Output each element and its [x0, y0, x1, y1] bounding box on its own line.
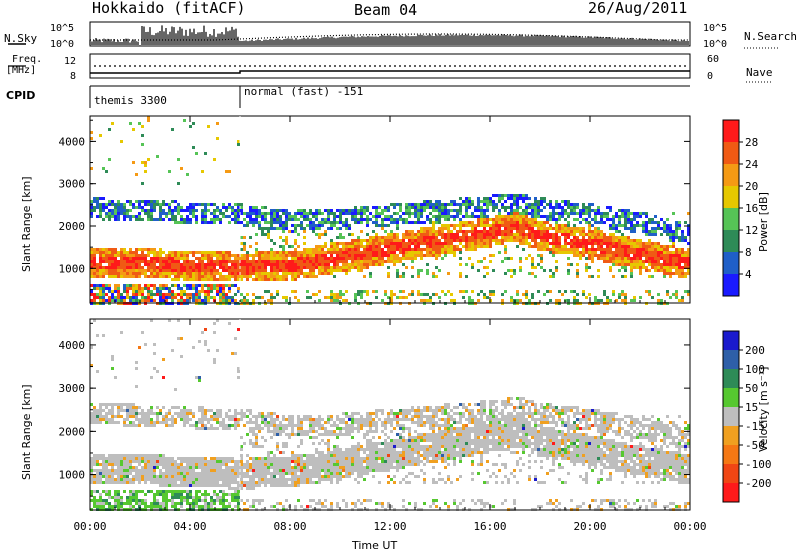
power-ytick-label: 4000 — [59, 135, 86, 148]
velocity-colorbar-segment — [723, 483, 739, 502]
velocity-colorbar-tick-label: 200 — [745, 344, 765, 357]
nave-label: Nave — [746, 66, 773, 79]
power-colorbar-tick-label: 24 — [745, 158, 759, 171]
velocity-ytick-label: 3000 — [59, 382, 86, 395]
power-colorbar-segment — [723, 252, 739, 274]
power-colorbar-tick-label: 8 — [745, 246, 752, 259]
freq-trace — [90, 70, 690, 74]
cpid-segment-2: normal (fast) -151 — [244, 85, 364, 98]
velocity-ylabel: Slant Range [km] — [20, 384, 33, 480]
velocity-colorbar-segment — [723, 388, 739, 407]
velocity-ytick-label: 4000 — [59, 339, 86, 352]
power-ytick-label: 1000 — [59, 262, 86, 275]
power-colorbar-segment — [723, 274, 739, 296]
x-axis-label: Time UT — [352, 539, 398, 552]
velocity-heatmap-cells — [90, 319, 690, 511]
power-colorbar-segment — [723, 186, 739, 208]
power-colorbar-tick-label: 12 — [745, 224, 758, 237]
velocity-colorbar-label: Velocity [m s⁻¹] — [757, 366, 770, 452]
velocity-colorbar-segment — [723, 350, 739, 369]
velocity-colorbar-segment — [723, 445, 739, 464]
velocity-colorbar-tick-label: 15 — [745, 401, 758, 414]
nsearch-tick-low: 10^0 — [703, 39, 728, 50]
date-title: 26/Aug/2011 — [588, 0, 688, 17]
velocity-colorbar-tick-label: -200 — [745, 477, 772, 490]
velocity-colorbar-tick-label: -50 — [745, 439, 765, 452]
velocity-colorbar-frame — [722, 330, 740, 503]
nave-tick-low: 0 — [707, 71, 714, 82]
velocity-colorbar-segment — [723, 369, 739, 388]
nsky-label: N.Sky — [4, 32, 38, 45]
nsky-tick-high: 10^5 — [50, 23, 75, 34]
nsearch-tick-high: 10^5 — [703, 23, 728, 34]
power-colorbar-segment — [723, 164, 739, 186]
velocity-colorbar-tick-label: 50 — [745, 382, 758, 395]
freq-tick-low: 8 — [70, 71, 77, 82]
station-title: Hokkaido (fitACF) — [92, 0, 246, 17]
power-colorbar-tick-label: 20 — [745, 180, 758, 193]
x-tick-label: 12:00 — [373, 520, 406, 533]
power-colorbar-segment — [723, 142, 739, 164]
nsky-tick-low: 10^0 — [50, 39, 75, 50]
nsearch-trace — [90, 33, 690, 41]
freq-label: Freq. — [12, 54, 43, 65]
x-tick-label: 16:00 — [473, 520, 506, 533]
nsky-trace — [89, 25, 689, 46]
x-tick-label: 00:00 — [673, 520, 706, 533]
nave-tick-high: 60 — [707, 54, 720, 65]
velocity-colorbar-tick-label: -100 — [745, 458, 772, 471]
power-ytick-label: 2000 — [59, 220, 86, 233]
cpid-label: CPID — [6, 89, 36, 102]
velocity-colorbar-segment — [723, 464, 739, 483]
velocity-ytick-label: 1000 — [59, 469, 86, 482]
velocity-colorbar-tick-label: 100 — [745, 363, 765, 376]
freq-tick-high: 12 — [64, 56, 77, 67]
power-colorbar-label: Power [dB] — [757, 192, 770, 252]
freq-panel-frame — [89, 53, 691, 79]
x-tick-label: 00:00 — [73, 520, 106, 533]
power-heatmap-cells — [90, 116, 690, 305]
power-colorbar-tick-label: 4 — [745, 268, 752, 281]
beam-title: Beam 04 — [354, 1, 418, 19]
velocity-colorbar-segment — [723, 407, 739, 426]
power-ytick-label: 3000 — [59, 178, 86, 191]
power-colorbar-segment — [723, 120, 739, 142]
velocity-colorbar-tick-label: -15 — [745, 420, 765, 433]
power-ylabel: Slant Range [km] — [20, 176, 33, 272]
nsearch-label: N.Search — [744, 30, 797, 43]
power-colorbar-tick-label: 16 — [745, 202, 758, 215]
x-tick-label: 20:00 — [573, 520, 606, 533]
power-colorbar-segment — [723, 208, 739, 230]
velocity-ytick-label: 2000 — [59, 425, 86, 438]
velocity-colorbar-segment — [723, 331, 739, 350]
power-colorbar-segment — [723, 230, 739, 252]
cpid-segment-1: themis 3300 — [94, 94, 167, 107]
nsky-panel-frame — [89, 21, 691, 47]
freq-unit-label: [MHz] — [6, 65, 37, 76]
x-tick-label: 08:00 — [273, 520, 306, 533]
power-colorbar-tick-label: 28 — [745, 136, 758, 149]
velocity-colorbar-segment — [723, 426, 739, 445]
x-tick-label: 04:00 — [173, 520, 206, 533]
